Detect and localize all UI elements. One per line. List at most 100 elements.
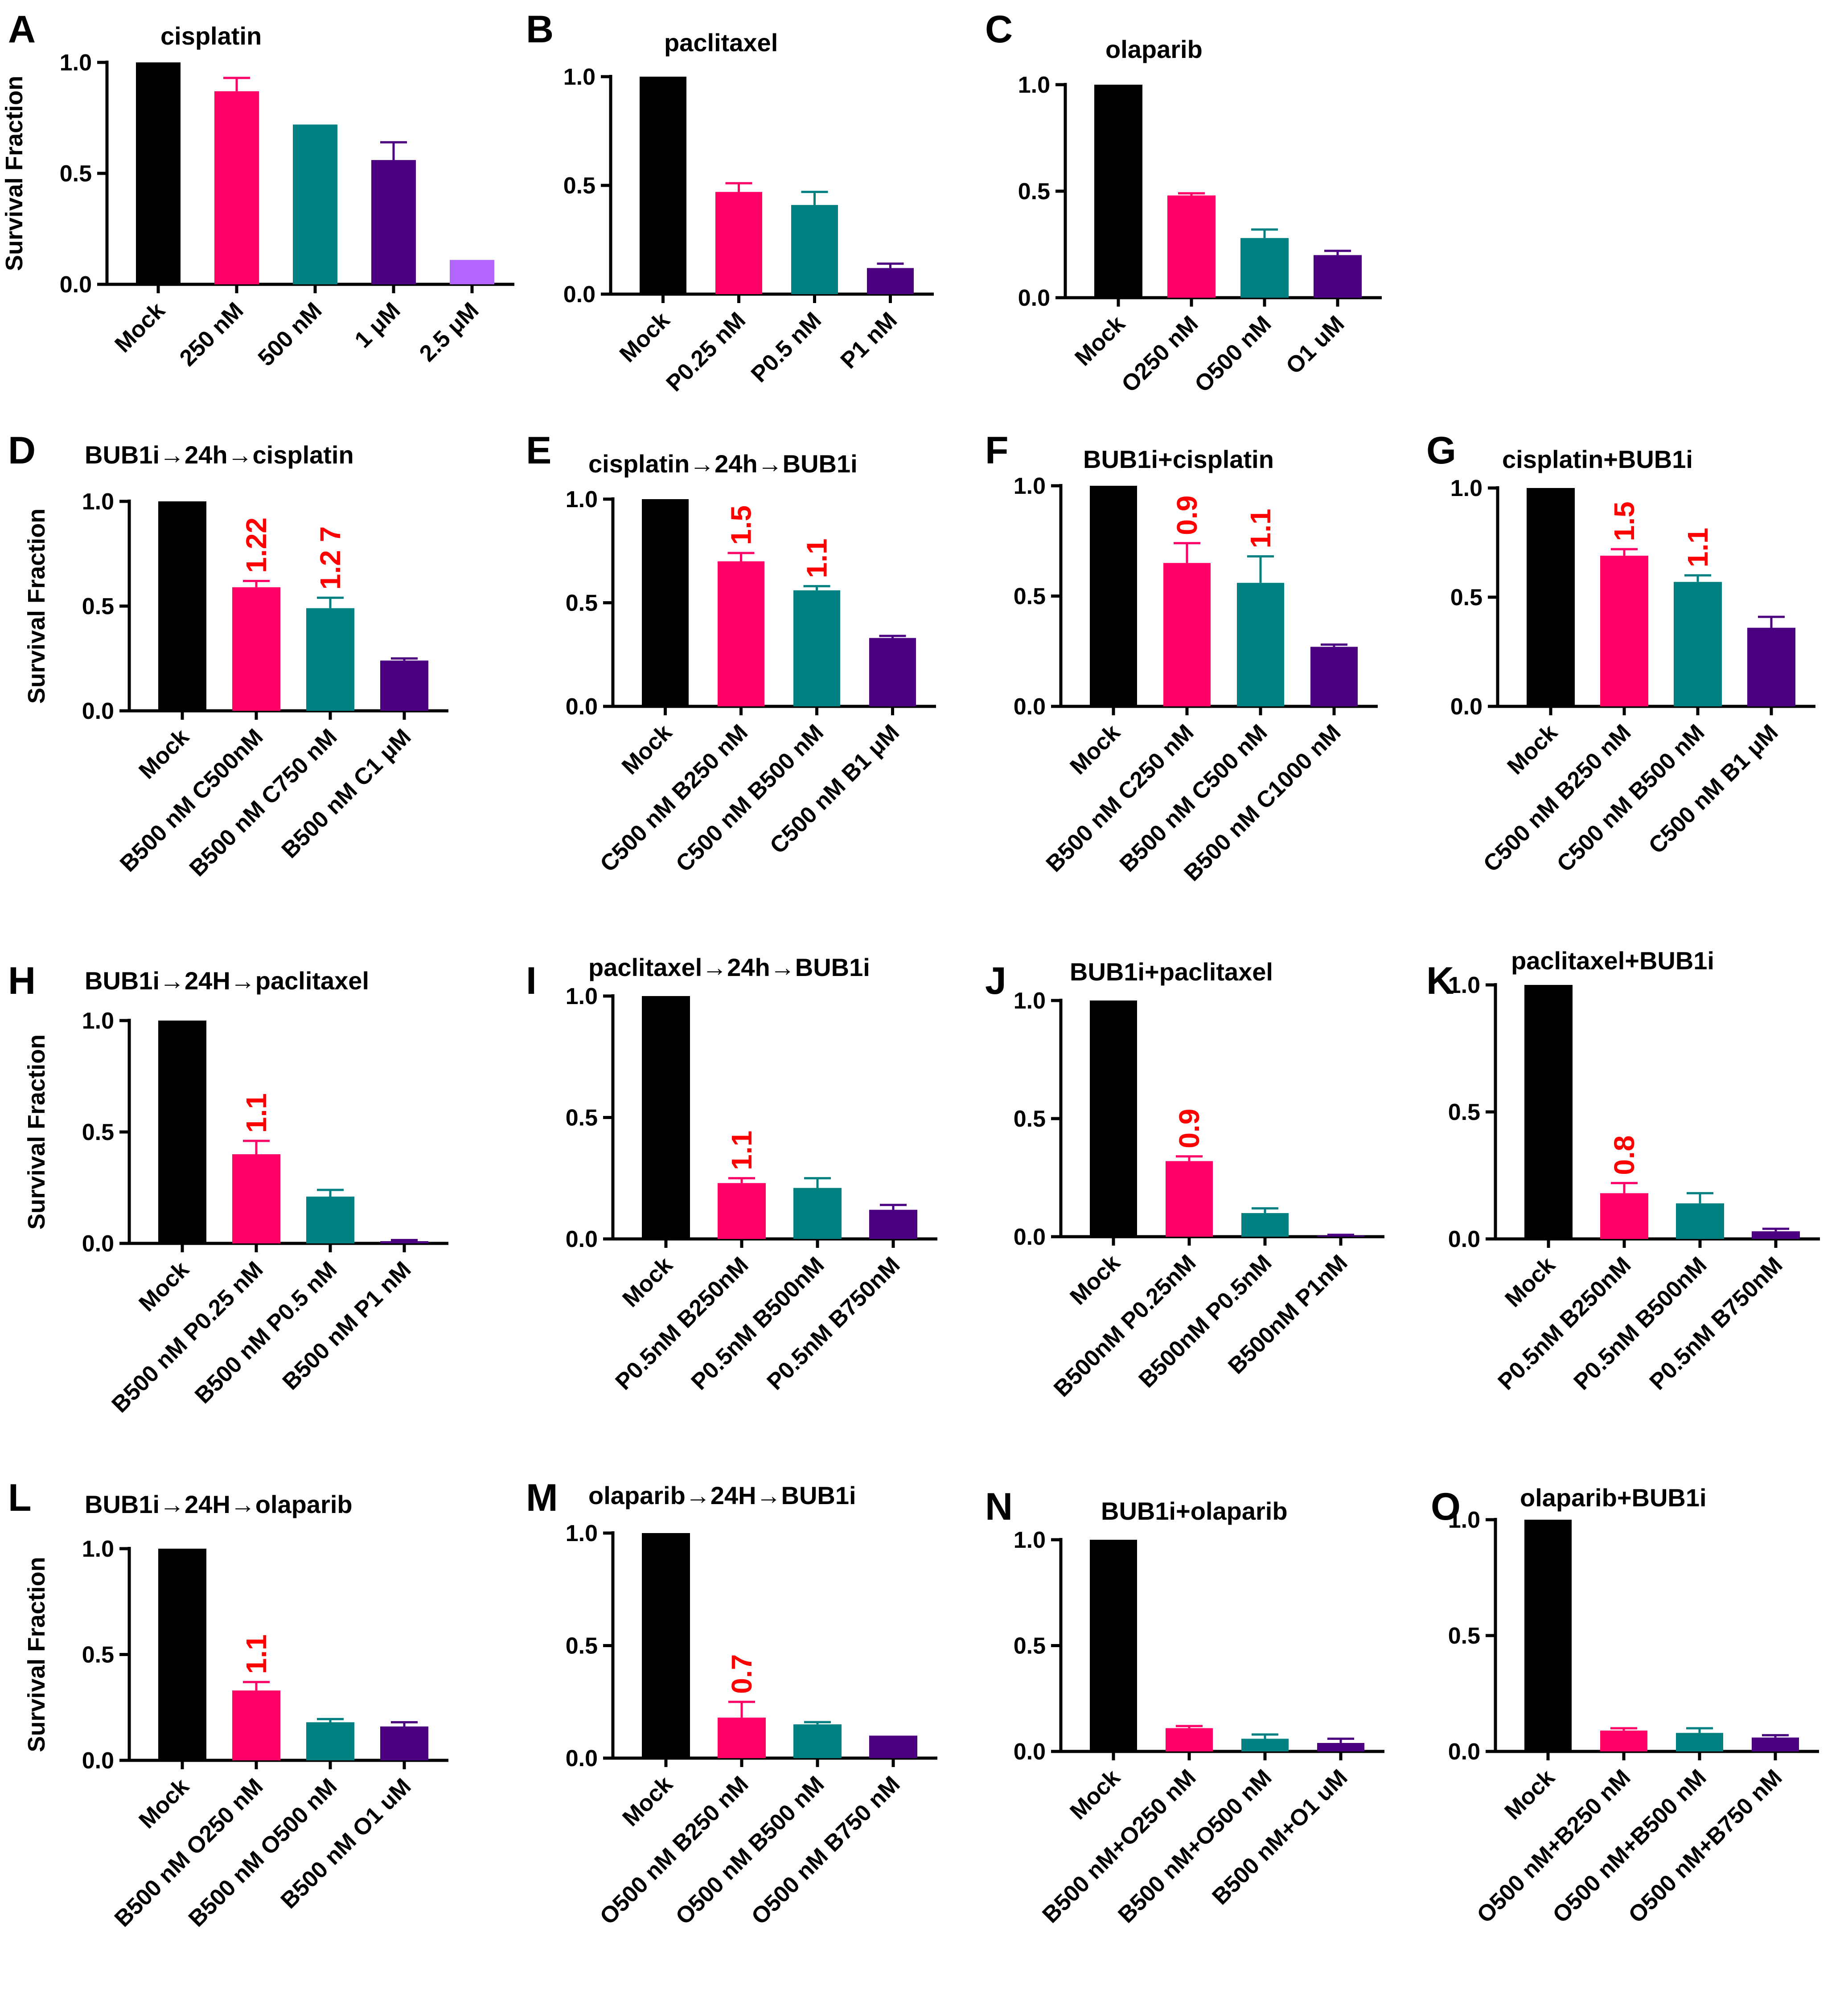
bar <box>791 205 838 294</box>
y-axis-label: Survival Fraction <box>23 508 50 704</box>
bar <box>1166 1161 1213 1237</box>
y-tick-label: 0.5 <box>563 173 595 199</box>
y-tick-label: 1.0 <box>1014 1527 1046 1553</box>
chart-title: cisplatin+BUB1i <box>1502 445 1693 473</box>
bar <box>1676 1203 1724 1239</box>
bar <box>1600 1193 1648 1239</box>
panel-label: F <box>985 429 1009 472</box>
bar <box>380 1241 428 1243</box>
x-tick-label: B500nM P0.25nM <box>1049 1250 1201 1402</box>
panel-label: C <box>985 8 1013 51</box>
x-tick-label: B500 nM C1 μM <box>277 724 416 863</box>
x-tick-label: C500 nM B500 nM <box>671 719 829 877</box>
bar-annotation: 1.1 <box>726 1131 758 1170</box>
x-tick-label: P0.5nM B250nM <box>611 1252 754 1395</box>
x-tick-label: Mock <box>1065 1764 1125 1825</box>
y-tick-label: 0.5 <box>82 1642 114 1668</box>
y-tick-label: 0.0 <box>563 282 595 308</box>
bar <box>158 1549 206 1760</box>
bar <box>1240 238 1289 298</box>
y-tick-label: 0.0 <box>1014 1739 1046 1765</box>
x-tick-label: C500 nM B1 μM <box>765 719 904 859</box>
panel-label: J <box>985 959 1006 1002</box>
y-tick-label: 0.5 <box>566 590 598 616</box>
chart-title: BUB1i→24h→cisplatin <box>85 441 354 469</box>
x-tick-label: O500 nM+B750 nM <box>1624 1764 1787 1928</box>
x-tick-label: Mock <box>1499 1764 1560 1825</box>
y-tick-label: 0.5 <box>1014 584 1046 610</box>
y-tick-label: 0.0 <box>60 272 92 298</box>
bar-annotation: 1.22 <box>240 517 272 573</box>
bar <box>642 996 690 1239</box>
x-tick-label: P0.5nM B500nM <box>1569 1252 1712 1395</box>
bar <box>158 501 206 711</box>
y-tick-label: 1.0 <box>82 1008 114 1034</box>
y-tick-label: 1.0 <box>1450 476 1483 501</box>
y-tick-label: 1.0 <box>566 487 598 513</box>
bar <box>1317 1743 1364 1751</box>
y-tick-label: 1.0 <box>1018 72 1050 98</box>
x-tick-label: P0.5 nM <box>746 307 826 387</box>
chart-title: paclitaxel <box>664 29 778 57</box>
x-tick-label: B500nM P0.5nM <box>1134 1250 1277 1393</box>
chart-title: BUB1i+cisplatin <box>1083 445 1274 473</box>
x-tick-label: C500 nM B1 μM <box>1644 719 1783 859</box>
y-tick-label: 0.0 <box>566 1746 598 1771</box>
x-tick-label: Mock <box>134 1773 194 1833</box>
x-tick-label: Mock <box>617 1771 678 1831</box>
bar <box>214 91 259 285</box>
bar <box>371 160 416 284</box>
panel-h: H BUB1i→24H→paclitaxel Survival Fraction 0.… <box>8 959 448 1418</box>
bar <box>1676 1733 1723 1751</box>
bar <box>1752 1231 1800 1239</box>
y-axis-label: Survival Fraction <box>23 1557 50 1752</box>
bar <box>1747 627 1795 706</box>
x-tick-label: Mock <box>1070 311 1130 371</box>
panel-label: H <box>8 959 36 1002</box>
y-tick-label: 0.0 <box>82 1231 114 1257</box>
bar <box>306 608 354 711</box>
y-tick-label: 0.5 <box>1014 1633 1046 1659</box>
y-tick-label: 0.5 <box>1014 1106 1046 1132</box>
y-tick-label: 0.0 <box>82 1748 114 1774</box>
bar <box>867 268 914 294</box>
y-tick-label: 0.5 <box>82 594 114 619</box>
bar <box>718 1183 766 1239</box>
x-tick-label: Mock <box>1500 1252 1560 1312</box>
bar <box>869 638 916 706</box>
chart-title: olaparib→24H→BUB1i <box>588 1481 856 1509</box>
bar <box>642 499 689 706</box>
panel-label: I <box>526 959 537 1002</box>
bar <box>1163 563 1211 706</box>
bar <box>793 1188 842 1239</box>
y-tick-label: 0.0 <box>1014 694 1046 720</box>
bar <box>1237 582 1284 706</box>
x-tick-label: O500 nM <box>1190 311 1276 397</box>
panel-label: G <box>1426 429 1456 472</box>
x-tick-label: 250 nM <box>175 297 249 371</box>
chart-title: BUB1i→24H→olaparib <box>85 1490 353 1518</box>
x-tick-label: Mock <box>134 724 194 784</box>
y-tick-label: 0.5 <box>60 161 92 187</box>
y-tick-label: 0.0 <box>1018 285 1050 311</box>
chart-title: olaparib <box>1105 35 1203 63</box>
y-tick-label: 0.0 <box>566 1226 598 1252</box>
y-tick-label: 1.0 <box>82 489 114 515</box>
bar <box>1241 1739 1289 1751</box>
x-tick-label: Mock <box>617 1252 678 1312</box>
bar-annotation: 1.1 <box>240 1093 272 1133</box>
y-tick-label: 0.5 <box>1450 585 1483 611</box>
bar-annotation: 0.7 <box>726 1654 758 1694</box>
bar <box>1090 1000 1137 1237</box>
bar <box>715 192 762 294</box>
bar <box>158 1021 206 1243</box>
bar <box>1317 1235 1364 1237</box>
bar-annotation: 0.9 <box>1171 496 1203 535</box>
